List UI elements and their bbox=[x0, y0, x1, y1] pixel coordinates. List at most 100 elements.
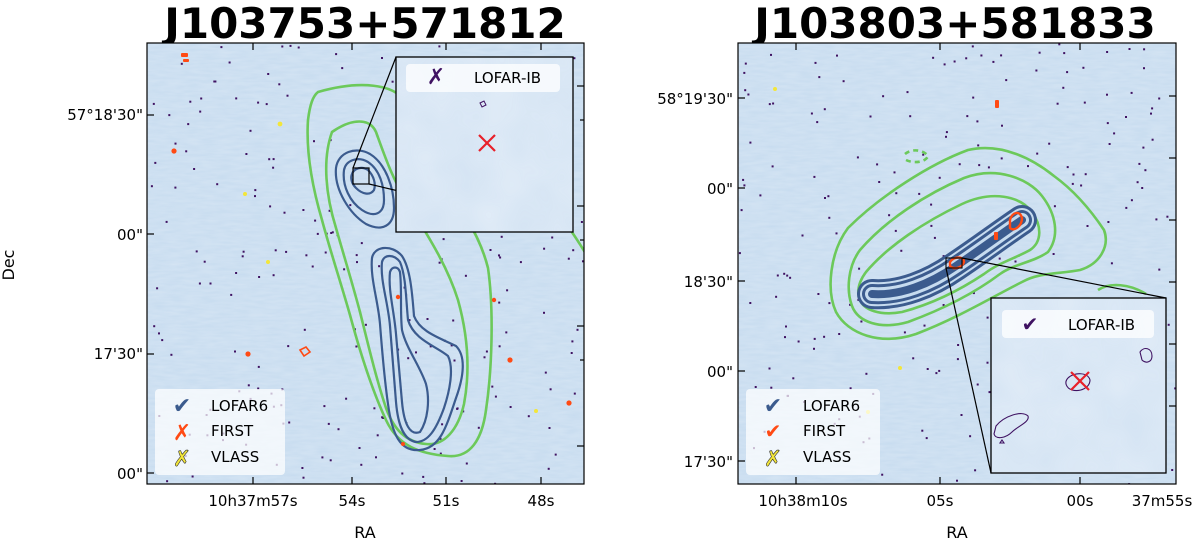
noise-speckle bbox=[1125, 116, 1127, 118]
y-tick-label: 57°18'30" bbox=[67, 106, 143, 124]
noise-speckle bbox=[191, 475, 194, 478]
noise-speckle bbox=[209, 282, 212, 285]
noise-speckle bbox=[816, 121, 819, 124]
noise-speckle bbox=[187, 123, 190, 126]
noise-speckle bbox=[768, 103, 771, 106]
noise-speckle bbox=[1174, 387, 1176, 390]
noise-speckle bbox=[1128, 48, 1131, 50]
noise-speckle bbox=[926, 368, 929, 370]
panel-right-legend: ✔ LOFAR6 ✔ FIRST ✗ VLASS bbox=[746, 389, 880, 475]
noise-speckle bbox=[1107, 221, 1110, 223]
noise-speckle bbox=[506, 289, 509, 292]
noise-speckle bbox=[216, 183, 219, 186]
noise-speckle bbox=[856, 156, 859, 159]
noise-speckle bbox=[547, 467, 550, 470]
first-blob bbox=[507, 357, 513, 363]
noise-speckle bbox=[567, 257, 570, 260]
noise-speckle bbox=[971, 45, 974, 48]
noise-speckle bbox=[235, 97, 238, 100]
noise-speckle bbox=[152, 102, 155, 105]
noise-speckle bbox=[882, 95, 885, 98]
noise-speckle bbox=[785, 325, 787, 328]
noise-speckle bbox=[1151, 107, 1154, 110]
noise-speckle bbox=[166, 480, 169, 483]
noise-speckle bbox=[230, 293, 233, 296]
noise-speckle bbox=[452, 319, 455, 322]
noise-speckle bbox=[498, 345, 501, 348]
noise-speckle bbox=[456, 407, 459, 410]
legend-label: FIRST bbox=[211, 422, 254, 440]
noise-speckle bbox=[268, 158, 271, 161]
noise-speckle bbox=[254, 195, 256, 198]
noise-speckle bbox=[235, 272, 238, 274]
noise-speckle bbox=[570, 352, 573, 354]
noise-speckle bbox=[1083, 101, 1086, 104]
noise-speckle bbox=[842, 80, 845, 83]
y-tick-label: 00" bbox=[707, 363, 733, 381]
first-marker-icon: ✔ bbox=[765, 419, 782, 443]
noise-speckle bbox=[1158, 97, 1161, 100]
noise-speckle bbox=[823, 108, 826, 111]
noise-speckle bbox=[1066, 71, 1069, 74]
noise-speckle bbox=[313, 140, 315, 143]
host-position-cross-icon bbox=[478, 134, 496, 152]
legend-box bbox=[746, 389, 880, 475]
legend-label: LOFAR6 bbox=[803, 397, 860, 415]
noise-speckle bbox=[1080, 184, 1083, 187]
noise-speckle bbox=[509, 406, 512, 408]
noise-speckle bbox=[824, 197, 826, 199]
vlass-marker-icon: ✗ bbox=[173, 447, 191, 472]
noise-speckle bbox=[818, 76, 821, 79]
noise-speckle bbox=[330, 232, 333, 234]
noise-speckle bbox=[858, 267, 861, 270]
noise-speckle bbox=[498, 254, 500, 257]
noise-speckle bbox=[442, 238, 445, 241]
noise-speckle bbox=[835, 232, 838, 235]
noise-speckle bbox=[976, 120, 979, 123]
inset-legend-box bbox=[406, 64, 560, 92]
noise-speckle bbox=[986, 316, 989, 319]
noise-speckle bbox=[1066, 166, 1069, 169]
inset-legend-box bbox=[1002, 310, 1154, 338]
noise-speckle bbox=[1138, 162, 1141, 165]
noise-speckle bbox=[1052, 253, 1055, 255]
noise-speckle bbox=[925, 437, 928, 440]
y-tick-label: 17'30" bbox=[684, 453, 733, 471]
vlass-blob bbox=[266, 260, 270, 264]
lofar6-marker-icon: ✔ bbox=[173, 394, 191, 419]
noise-speckle bbox=[289, 44, 292, 47]
noise-speckle bbox=[241, 255, 244, 258]
noise-speckle bbox=[1058, 43, 1061, 46]
noise-speckle bbox=[828, 302, 831, 305]
panel-left-frame bbox=[146, 42, 585, 485]
noise-speckle bbox=[278, 83, 281, 86]
noise-speckle bbox=[200, 97, 203, 100]
noise-speckle bbox=[930, 224, 933, 227]
noise-speckle bbox=[792, 377, 795, 380]
noise-speckle bbox=[1166, 215, 1169, 218]
noise-speckle bbox=[923, 324, 926, 327]
noise-speckle bbox=[966, 115, 969, 118]
first-blob bbox=[395, 294, 401, 300]
noise-speckle bbox=[349, 204, 352, 207]
noise-speckle bbox=[321, 456, 324, 459]
noise-speckle bbox=[1106, 51, 1109, 53]
noise-speckle bbox=[1038, 51, 1041, 54]
lofar-ib-contour bbox=[479, 100, 487, 108]
noise-speckle bbox=[426, 318, 429, 320]
noise-speckle bbox=[161, 339, 164, 342]
noise-speckle bbox=[314, 219, 317, 222]
noise-speckle bbox=[1035, 69, 1038, 72]
noise-speckle bbox=[549, 388, 552, 391]
noise-speckle bbox=[1158, 268, 1161, 271]
noise-speckle bbox=[335, 53, 338, 56]
noise-speckle bbox=[477, 426, 480, 429]
first-blob bbox=[566, 400, 572, 406]
noise-speckle bbox=[1084, 173, 1087, 176]
noise-speckle bbox=[438, 261, 441, 264]
noise-speckle bbox=[582, 260, 584, 263]
noise-speckle bbox=[978, 164, 981, 167]
noise-speckle bbox=[783, 272, 786, 275]
x-tick-label: 05s bbox=[927, 492, 954, 510]
